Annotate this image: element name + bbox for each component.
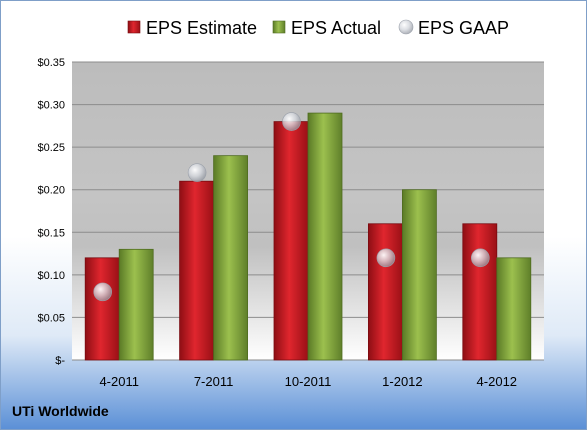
bar-eps-estimate bbox=[367, 223, 403, 361]
legend-eps-actual-label: EPS Actual bbox=[291, 18, 381, 38]
legend-eps-actual-swatch bbox=[272, 20, 286, 34]
bar-eps-actual bbox=[401, 189, 437, 361]
legend-eps-estimate-swatch bbox=[127, 20, 141, 34]
x-tick-label: 10-2011 bbox=[285, 374, 332, 389]
x-tick-label: 1-2012 bbox=[382, 374, 422, 389]
marker-eps-gaap bbox=[187, 163, 207, 182]
x-tick-label: 7-2011 bbox=[194, 374, 234, 389]
bar-eps-actual bbox=[307, 112, 343, 361]
y-tick-label: $- bbox=[55, 355, 65, 367]
y-tick-label: $0.20 bbox=[37, 185, 65, 197]
legend-eps-gaap-swatch bbox=[398, 19, 414, 35]
x-axis-ticks: 4-2011 7-2011 10-2011 1-2012 4-2012 bbox=[99, 374, 517, 389]
marker-eps-gaap bbox=[93, 282, 112, 302]
y-tick-label: $0.30 bbox=[37, 100, 65, 112]
bar-eps-estimate bbox=[84, 257, 120, 361]
legend-eps-estimate-label: EPS Estimate bbox=[146, 18, 257, 38]
y-tick-label: $0.10 bbox=[37, 270, 65, 282]
legend-eps-gaap-label: EPS GAAP bbox=[418, 18, 509, 38]
bars bbox=[84, 112, 532, 361]
bar-eps-actual bbox=[213, 155, 249, 361]
bar-eps-estimate bbox=[273, 121, 309, 361]
y-tick-label: $0.05 bbox=[37, 312, 65, 324]
legend: EPS Estimate EPS Actual EPS GAAP bbox=[127, 18, 509, 38]
y-tick-label: $0.15 bbox=[37, 227, 65, 239]
marker-eps-gaap bbox=[376, 248, 396, 268]
bar-eps-estimate bbox=[179, 180, 215, 361]
gaap-markers bbox=[93, 112, 490, 302]
x-tick-label: 4-2012 bbox=[477, 374, 517, 389]
y-axis-ticks: $- $0.05 $0.10 $0.15 $0.20 $0.25 $0.30 $0.35 bbox=[37, 57, 65, 367]
y-tick-label: $0.35 bbox=[37, 57, 65, 69]
bar-eps-actual bbox=[496, 257, 532, 361]
x-tick-label: 4-2011 bbox=[99, 374, 139, 389]
bar-eps-actual bbox=[118, 248, 154, 361]
bar-eps-estimate bbox=[462, 223, 498, 361]
footer-company-label: UTi Worldwide bbox=[12, 403, 109, 419]
marker-eps-gaap bbox=[470, 248, 490, 268]
marker-eps-gaap bbox=[282, 112, 301, 131]
y-tick-label: $0.25 bbox=[37, 142, 65, 154]
